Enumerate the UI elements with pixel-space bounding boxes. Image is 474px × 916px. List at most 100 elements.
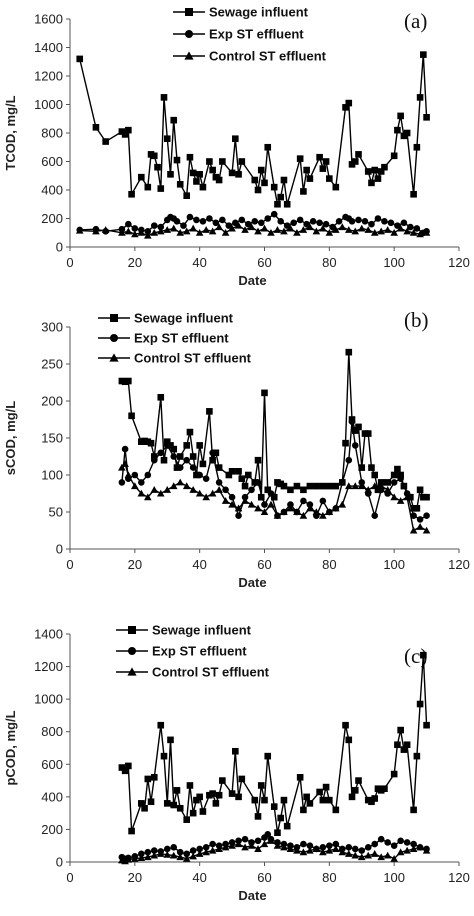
data-point <box>189 486 197 493</box>
data-point <box>76 226 84 234</box>
data-point <box>169 224 178 232</box>
data-point <box>147 798 155 806</box>
data-point <box>413 752 421 760</box>
data-point <box>371 166 379 174</box>
data-point <box>423 114 430 121</box>
data-point <box>322 783 330 791</box>
data-point <box>267 228 275 236</box>
data-point <box>183 850 190 858</box>
legend-label: Control ST effluent <box>152 665 270 680</box>
data-point <box>163 845 171 853</box>
x-tick-label: 0 <box>66 557 73 572</box>
x-tick-label: 120 <box>448 255 470 270</box>
data-point <box>394 465 401 473</box>
data-point <box>150 152 158 160</box>
y-tick-label: 50 <box>49 505 63 520</box>
data-point <box>183 442 190 449</box>
data-point <box>283 822 291 830</box>
series-circle <box>76 210 430 237</box>
data-point <box>254 227 262 235</box>
x-axis-title: Date <box>238 888 266 903</box>
data-point <box>228 500 236 508</box>
data-point <box>235 793 242 801</box>
data-point <box>377 835 385 843</box>
legend-label: Control ST effluent <box>134 351 252 366</box>
data-point <box>300 497 307 505</box>
data-point <box>196 793 203 801</box>
data-point <box>319 165 327 172</box>
data-point <box>296 774 304 781</box>
data-point <box>319 482 327 490</box>
data-point <box>280 840 288 848</box>
data-point <box>299 511 308 519</box>
data-point <box>351 482 360 490</box>
legend-label: Sewage influent <box>209 5 309 20</box>
chart-panel-2: 0 50 100 150 200 250 300 0 20 40 60 80 100 120 Date sCO… <box>3 308 470 590</box>
data-point <box>342 104 349 111</box>
data-point <box>351 845 359 853</box>
data-point <box>306 501 314 508</box>
data-point <box>144 183 152 191</box>
data-point <box>364 430 372 437</box>
data-point <box>370 228 379 236</box>
data-point <box>345 348 353 356</box>
data-point <box>270 803 278 810</box>
data-point <box>345 736 353 744</box>
data-point <box>176 848 184 856</box>
data-point <box>128 412 135 420</box>
data-point <box>157 721 165 729</box>
data-point <box>286 504 295 512</box>
data-point <box>364 226 373 233</box>
data-point <box>413 225 421 232</box>
data-point <box>322 158 330 165</box>
data-point <box>329 223 336 231</box>
legend-label: Exp ST effluent <box>152 644 247 659</box>
data-point <box>144 471 152 479</box>
data-point <box>407 493 414 501</box>
data-point <box>235 171 242 178</box>
legend-marker <box>185 30 193 38</box>
data-point <box>397 726 404 734</box>
data-point <box>221 228 230 236</box>
data-point <box>235 512 242 519</box>
data-point <box>173 464 181 471</box>
data-point <box>396 497 405 504</box>
data-point <box>173 218 181 225</box>
data-point <box>277 193 285 201</box>
x-tick-label: 0 <box>66 870 73 885</box>
data-point <box>251 479 259 486</box>
legend-marker <box>128 647 136 655</box>
data-point <box>150 774 158 781</box>
x-tick-label: 120 <box>448 870 470 885</box>
data-point <box>422 526 431 534</box>
data-point <box>163 438 171 445</box>
data-point <box>154 163 161 171</box>
data-point <box>163 800 171 807</box>
x-tick-label: 100 <box>383 255 405 270</box>
data-point <box>222 840 229 848</box>
data-point <box>254 186 262 194</box>
data-point <box>283 222 291 229</box>
data-point <box>131 482 139 490</box>
data-point <box>319 511 327 519</box>
data-point <box>215 479 223 486</box>
data-point <box>293 482 301 490</box>
data-point <box>260 840 269 848</box>
data-point <box>377 853 385 861</box>
data-point <box>264 215 272 222</box>
data-point <box>280 508 288 516</box>
data-point <box>257 219 265 227</box>
data-point <box>416 94 424 101</box>
x-tick-label: 120 <box>448 557 470 572</box>
data-point <box>358 464 366 471</box>
data-point <box>345 844 353 851</box>
x-tick-label: 40 <box>192 557 206 572</box>
data-point <box>371 795 379 802</box>
data-point <box>228 839 236 846</box>
data-point <box>215 464 223 471</box>
data-point <box>138 850 145 858</box>
y-tick-label: 400 <box>41 789 63 804</box>
data-point <box>293 228 301 236</box>
data-point <box>287 486 294 494</box>
y-tick-label: 0 <box>56 542 63 557</box>
